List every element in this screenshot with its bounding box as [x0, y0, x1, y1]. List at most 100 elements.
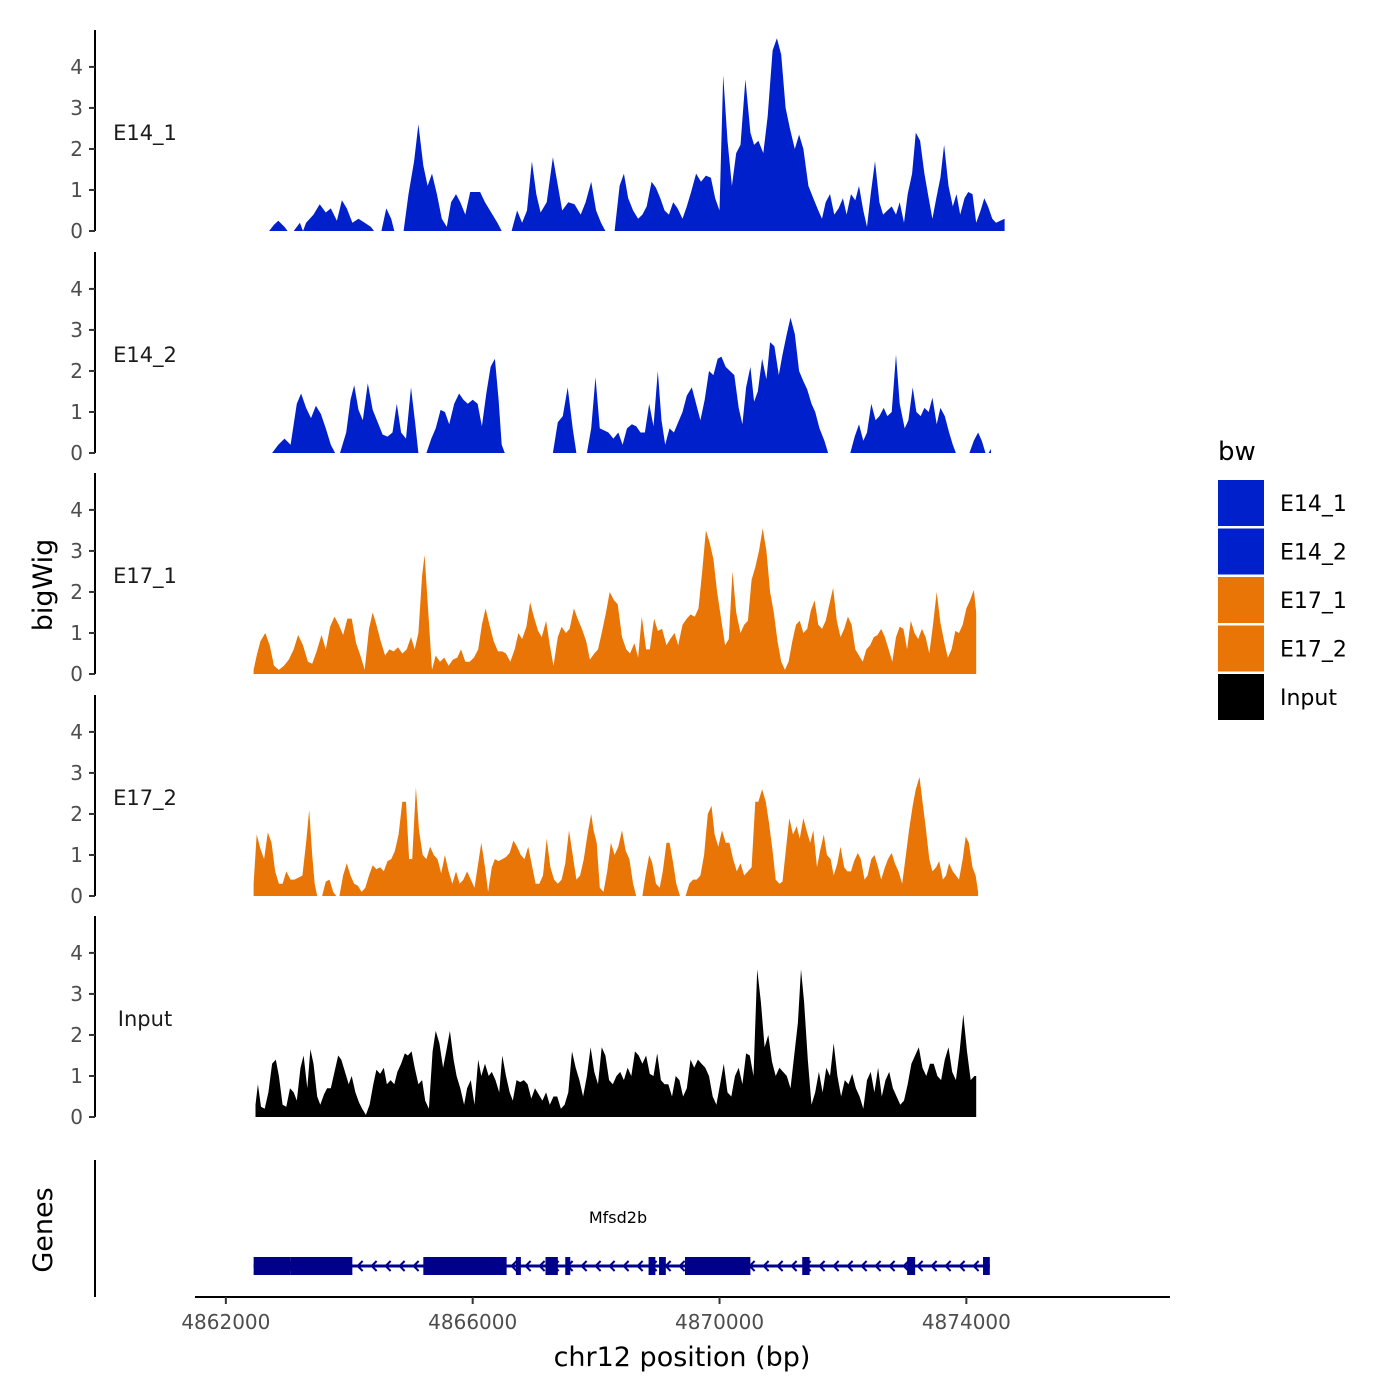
- track-label-e14-2: E14_2: [113, 343, 177, 368]
- gene-strand-arrow: [398, 1260, 406, 1272]
- signal-area-e17-2: [253, 777, 979, 896]
- track-label-e14-1: E14_1: [113, 121, 177, 146]
- gene-strand-arrow: [384, 1260, 392, 1272]
- y-tick-label: 0: [70, 219, 83, 243]
- track-e17-2: 0 1 2 3 4 E17_2: [70, 695, 979, 908]
- gene-strand-arrow: [860, 1260, 868, 1272]
- y-tick-label: 3: [70, 539, 83, 563]
- gene-exon: [802, 1257, 810, 1275]
- gene-strand-arrow: [902, 1260, 910, 1272]
- y-axis-title: bigWig: [28, 539, 59, 632]
- gene-strand-arrow: [370, 1260, 378, 1272]
- legend-swatch-e17-1: [1218, 577, 1264, 623]
- legend-title: bw: [1218, 437, 1256, 467]
- gene-strand-arrow: [888, 1260, 896, 1272]
- gene-exon: [290, 1257, 353, 1275]
- genes-axis-title: Genes: [28, 1187, 59, 1272]
- signal-area-e14-1: [269, 38, 1005, 232]
- y-tick-label: 1: [70, 843, 83, 867]
- gene-strand-arrow: [790, 1260, 798, 1272]
- gene-exon: [659, 1257, 666, 1275]
- y-tick-label: 3: [70, 318, 83, 342]
- gene-exon: [907, 1257, 916, 1275]
- gene-strand-arrow: [636, 1260, 644, 1272]
- gene-exon: [545, 1257, 558, 1275]
- y-tick-label: 3: [70, 96, 83, 120]
- gene-exon: [983, 1257, 990, 1275]
- gene-strand-arrow: [580, 1260, 588, 1272]
- signal-area-e17-1: [253, 528, 977, 674]
- gene-strand-arrow: [958, 1260, 966, 1272]
- gene-strand-arrow: [776, 1260, 784, 1272]
- legend-swatch-e17-2: [1218, 625, 1264, 672]
- gene-strand-arrow: [972, 1260, 980, 1272]
- gene-strand-arrow: [510, 1260, 518, 1272]
- gene-strand-arrow: [356, 1260, 364, 1272]
- x-tick-label: 4870000: [675, 1310, 764, 1334]
- y-tick-label: 3: [70, 761, 83, 785]
- track-e14-2: 0 1 2 3 4 E14_2: [70, 252, 992, 465]
- track-label-input: Input: [118, 1007, 172, 1031]
- y-tick-label: 2: [70, 137, 83, 161]
- y-tick-label: 2: [70, 359, 83, 383]
- track-e17-1: 0 1 2 3 4 E17_1: [70, 473, 977, 686]
- gene-strand-arrow: [594, 1260, 602, 1272]
- y-tick-label: 1: [70, 621, 83, 645]
- gene-panel: Mfsd2b: [94, 1160, 990, 1297]
- gene-exon: [565, 1257, 571, 1275]
- gene-exon: [423, 1257, 507, 1275]
- y-tick-label: 0: [70, 441, 83, 465]
- y-tick-label: 0: [70, 1105, 83, 1129]
- gene-strand-arrow: [874, 1260, 882, 1272]
- gene-strand-arrow: [846, 1260, 854, 1272]
- gene-strand-arrow: [944, 1260, 952, 1272]
- legend-label-e14-1: E14_1: [1280, 492, 1347, 517]
- y-tick-label: 1: [70, 1064, 83, 1088]
- gene-strand-arrow: [412, 1260, 420, 1272]
- legend-label-e14-2: E14_2: [1280, 541, 1347, 566]
- legend-label-e17-2: E17_2: [1280, 638, 1347, 663]
- legend: bw E14_1 E14_2 E17_1 E17_2 Input: [1218, 437, 1347, 720]
- y-tick-label: 4: [70, 720, 83, 744]
- y-tick-label: 4: [70, 55, 83, 79]
- gene-strand-arrow: [832, 1260, 840, 1272]
- y-tick-label: 0: [70, 884, 83, 908]
- signal-area-e14-2: [272, 317, 992, 453]
- x-tick-label: 4874000: [922, 1310, 1011, 1334]
- x-tick-label: 4862000: [181, 1310, 270, 1334]
- legend-label-input: Input: [1280, 686, 1337, 711]
- gene-exon: [648, 1257, 656, 1275]
- gene-strand-arrow: [524, 1260, 532, 1272]
- y-tick-label: 3: [70, 982, 83, 1006]
- y-tick-label: 4: [70, 941, 83, 965]
- gene-strand-arrow: [762, 1260, 770, 1272]
- gene-exon: [684, 1257, 751, 1275]
- track-e14-1: 0 1 2 3 4 E14_1: [70, 30, 1005, 243]
- gene-exon: [253, 1257, 291, 1275]
- y-tick-label: 1: [70, 178, 83, 202]
- x-axis: 4862000 4866000 4870000 4874000: [181, 1296, 1170, 1334]
- y-tick-label: 1: [70, 400, 83, 424]
- legend-swatch-input: [1218, 674, 1264, 720]
- y-tick-label: 2: [70, 802, 83, 826]
- legend-swatch-e14-1: [1218, 480, 1264, 526]
- y-tick-label: 0: [70, 662, 83, 686]
- track-label-e17-1: E17_1: [113, 564, 177, 589]
- y-tick-label: 2: [70, 1023, 83, 1047]
- y-tick-label: 4: [70, 498, 83, 522]
- signal-tracks: 0 1 2 3 4 E14_1 0 1 2 3 4 E14_2 0 1 2 3 4 E17_1 0 1 2 3 4 E17_2…: [70, 30, 1005, 1129]
- gene-strand-arrow: [538, 1260, 546, 1272]
- gene-strand-arrow: [608, 1260, 616, 1272]
- x-axis-title: chr12 position (bp): [554, 1342, 811, 1373]
- gene-name-label: Mfsd2b: [589, 1208, 647, 1227]
- gene-strand-arrow: [930, 1260, 938, 1272]
- gene-strand-arrow: [818, 1260, 826, 1272]
- gene-strand-arrow: [622, 1260, 630, 1272]
- x-tick-label: 4866000: [428, 1310, 517, 1334]
- gene-strand-arrow: [916, 1260, 924, 1272]
- signal-area-input: [255, 969, 977, 1117]
- y-tick-label: 2: [70, 580, 83, 604]
- track-label-e17-2: E17_2: [113, 786, 177, 811]
- gene-strand-arrow: [678, 1260, 686, 1272]
